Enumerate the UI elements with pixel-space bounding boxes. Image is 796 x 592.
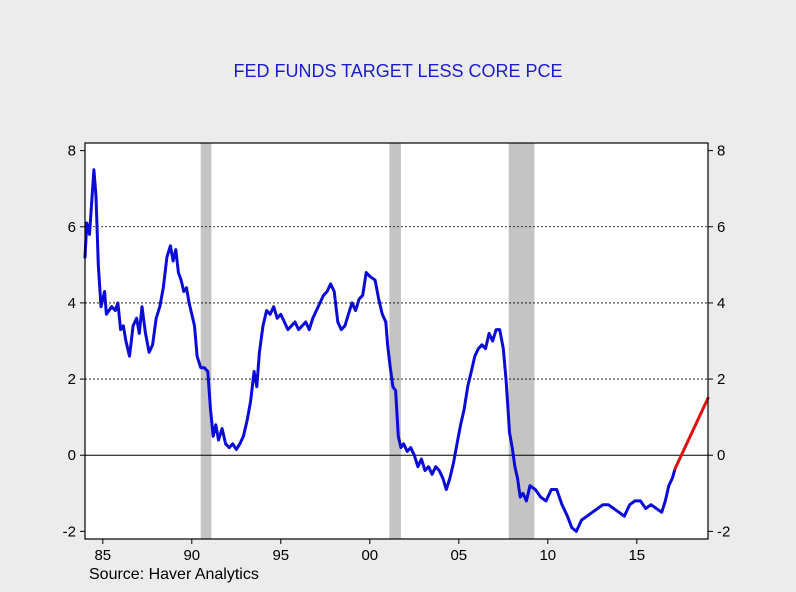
y-tick-label-right-8: 8 <box>717 143 725 160</box>
y-tick-label-left-6: 6 <box>68 219 76 236</box>
source-note: Source: Haver Analytics <box>89 566 259 583</box>
x-tick-label-10: 10 <box>539 547 556 564</box>
x-tick-label-85: 85 <box>94 547 111 564</box>
x-tick-label-00: 00 <box>361 547 378 564</box>
chart-title: FED FUNDS TARGET LESS CORE PCE <box>233 61 562 81</box>
recession-band-3 <box>508 143 535 539</box>
recession-shading <box>200 143 535 539</box>
y-tick-label-left-0: 0 <box>68 447 76 464</box>
recession-band-2 <box>389 143 401 539</box>
x-tick-label-15: 15 <box>628 547 645 564</box>
x-tick-label-05: 05 <box>450 547 467 564</box>
y-tick-label-left-4: 4 <box>68 295 76 312</box>
axes: -2 -20 02 24 46 68 885 90 95 00 05 10 15 <box>63 143 731 564</box>
y-tick-label-right-6: 6 <box>717 219 725 236</box>
series-lines <box>83 168 710 533</box>
series-line-actual <box>83 168 677 533</box>
y-tick-label-left-2: 2 <box>68 371 76 388</box>
y-tick-label-right-4: 4 <box>717 295 725 312</box>
plot-frame <box>84 142 709 540</box>
y-tick-label-right-2: 2 <box>717 371 725 388</box>
gridlines <box>85 226 708 456</box>
x-tick-label-90: 90 <box>183 547 200 564</box>
x-tick-label-95: 95 <box>272 547 289 564</box>
y-tick-label-right--2: -2 <box>717 523 730 540</box>
recession-band-1 <box>200 143 212 539</box>
y-tick-label-left--2: -2 <box>63 523 76 540</box>
y-tick-label-right-0: 0 <box>717 447 725 464</box>
y-tick-label-left-8: 8 <box>68 143 76 160</box>
series-line-projection <box>673 396 710 471</box>
